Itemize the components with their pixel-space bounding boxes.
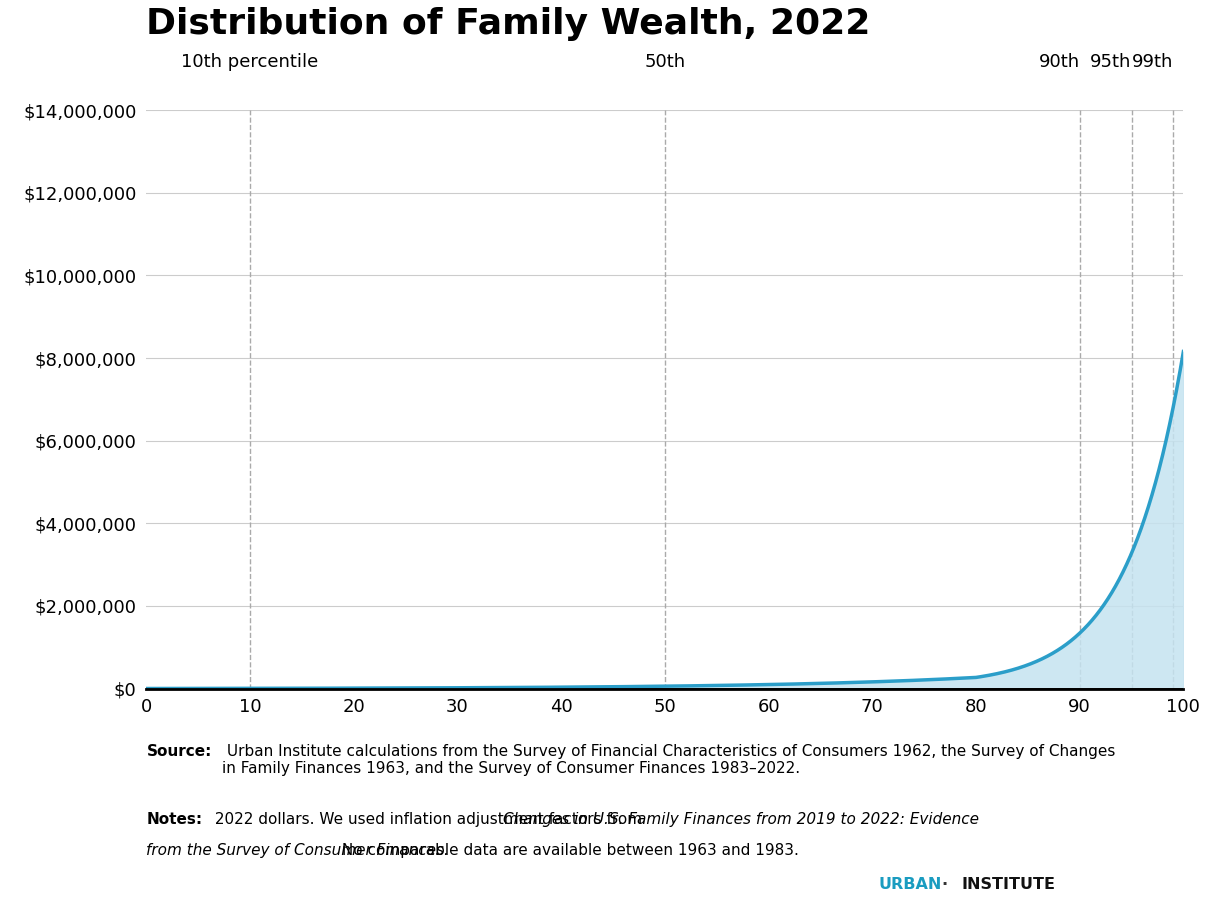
Text: 50th: 50th bbox=[644, 53, 686, 72]
Text: Notes:: Notes: bbox=[146, 812, 203, 827]
Text: 10th percentile: 10th percentile bbox=[182, 53, 318, 72]
Text: ·: · bbox=[942, 878, 948, 892]
Text: Distribution of Family Wealth, 2022: Distribution of Family Wealth, 2022 bbox=[146, 6, 871, 40]
Text: 2022 dollars. We used inflation adjustment factors from: 2022 dollars. We used inflation adjustme… bbox=[210, 812, 647, 827]
Text: 90th: 90th bbox=[1038, 53, 1080, 72]
Text: Changes in U.S. Family Finances from 2019 to 2022: Evidence: Changes in U.S. Family Finances from 201… bbox=[503, 812, 978, 827]
Text: 95th: 95th bbox=[1091, 53, 1131, 72]
Text: INSTITUTE: INSTITUTE bbox=[961, 878, 1055, 892]
Text: 99th: 99th bbox=[1132, 53, 1172, 72]
Text: Urban Institute calculations from the Survey of Financial Characteristics of Con: Urban Institute calculations from the Su… bbox=[222, 744, 1115, 776]
Text: URBAN: URBAN bbox=[878, 878, 942, 892]
Text: Source:: Source: bbox=[146, 744, 212, 758]
Text: from the Survey of Consumer Finances.: from the Survey of Consumer Finances. bbox=[146, 843, 449, 857]
Text: No comparable data are available between 1963 and 1983.: No comparable data are available between… bbox=[337, 843, 799, 857]
